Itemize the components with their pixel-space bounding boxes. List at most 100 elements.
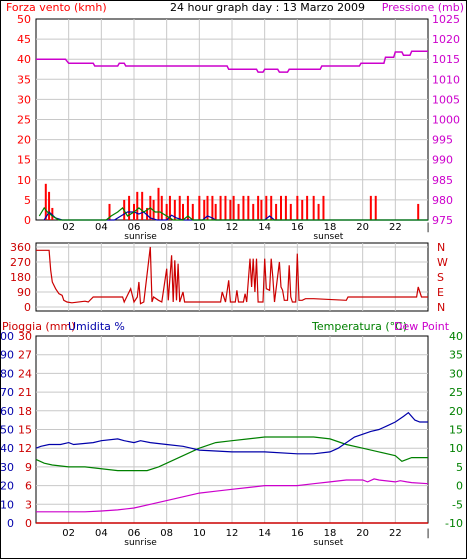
hour-tick-label: 02 (62, 528, 75, 539)
humidity-tick-label: 10 (0, 498, 14, 511)
pressure-line (36, 50, 428, 73)
temperature-tick-label: 10 (449, 442, 463, 455)
hour-tick-label: 16 (291, 222, 304, 233)
temperature-tick-label: -10 (445, 517, 463, 530)
sunrise-label-bottom: sunrise (124, 538, 157, 548)
humidity-tick-label: 90 (0, 349, 14, 362)
hour-tick-label: 12 (226, 222, 239, 233)
temperature-tick-label: 30 (449, 367, 463, 380)
hour-tick-end-mark: | (426, 528, 429, 539)
temperature-tick-label: 40 (449, 330, 463, 343)
rain-tick-label: 21 (18, 386, 32, 399)
hour-tick-label: 20 (356, 528, 369, 539)
pressure-tick-label: 985 (432, 174, 453, 187)
wind-direction-grid (36, 243, 428, 311)
wind-direction-line (36, 246, 428, 305)
wind-secondary-line (38, 206, 428, 221)
hour-tick-label: 04 (95, 222, 108, 233)
rain-tick-label: 27 (18, 349, 32, 362)
wind-tick-label: 45 (17, 33, 31, 46)
pressure-tick-label: 975 (432, 214, 453, 227)
hour-tick-end-mark: | (426, 222, 429, 233)
humidity-axis-ticks: 0 10 20 30 40 50 60 70 80 90 100 (0, 330, 14, 530)
hour-tick-label: 14 (258, 222, 271, 233)
rain-axis-ticks: 0 3 6 9 12 15 18 21 24 27 30 (18, 330, 32, 530)
wind-tick-label: 25 (17, 114, 31, 127)
temperature-tick-label: 0 (456, 480, 463, 493)
direction-degree-ticks: 0 90 180 270 360 (10, 241, 31, 314)
wind-tick-label: 10 (17, 174, 31, 187)
degree-tick-label: 270 (10, 256, 31, 269)
pressure-tick-label: 995 (432, 134, 453, 147)
compass-tick-label: N (437, 241, 445, 254)
hour-tick-label: 18 (324, 222, 337, 233)
hour-tick-label: 20 (356, 222, 369, 233)
compass-tick-label: S (437, 271, 444, 284)
pressure-tick-label: 980 (432, 194, 453, 207)
degree-tick-label: 90 (17, 286, 31, 299)
bottom-panel-hour-ticks: 02 04 06 08 10 12 14 16 18 20 22 | (62, 528, 429, 539)
wind-tick-label: 50 (17, 13, 31, 26)
pressure-tick-label: 1020 (432, 33, 460, 46)
pressure-axis-label: Pressione (mb) (382, 1, 464, 14)
temperature-tick-label: 25 (449, 386, 463, 399)
sunset-label-bottom: sunset (313, 538, 343, 548)
hour-tick-label: 06 (128, 222, 141, 233)
hour-tick-label: 04 (95, 528, 108, 539)
temp-humidity-lines (35, 411, 429, 524)
wind-tick-label: 30 (17, 93, 31, 106)
compass-tick-label: N (437, 301, 445, 314)
rain-tick-label: 18 (18, 405, 32, 418)
humidity-tick-label: 0 (7, 517, 14, 530)
compass-tick-label: E (437, 286, 444, 299)
sunrise-label: sunrise (124, 232, 157, 242)
wind-tick-label: 40 (17, 53, 31, 66)
wind-tick-label: 5 (24, 194, 31, 207)
temperature-tick-label: 35 (449, 349, 463, 362)
hour-tick-label: 18 (324, 528, 337, 539)
pressure-tick-label: 1010 (432, 73, 460, 86)
temperature-tick-label: -5 (452, 498, 463, 511)
pressure-tick-label: 1025 (432, 13, 460, 26)
rain-tick-label: 24 (18, 367, 32, 380)
compass-tick-label: W (437, 256, 448, 269)
rain-tick-label: 0 (25, 517, 32, 530)
hour-tick-label: 02 (62, 222, 75, 233)
rain-axis-label: Pioggia (mm) (2, 320, 75, 333)
hour-tick-label: 08 (160, 222, 173, 233)
pressure-tick-label: 1000 (432, 114, 460, 127)
pressure-tick-label: 990 (432, 154, 453, 167)
humidity-tick-label: 80 (0, 367, 14, 380)
dew-point-axis-label: Dew Point (394, 320, 450, 333)
dew-point-line (36, 478, 429, 513)
humidity-tick-label: 60 (0, 405, 14, 418)
humidity-tick-label: 100 (0, 330, 14, 343)
humidity-tick-label: 70 (0, 386, 14, 399)
hour-tick-label: 22 (389, 528, 402, 539)
humidity-tick-label: 50 (0, 424, 14, 437)
wind-pressure-lines (36, 50, 428, 221)
wind-tick-label: 35 (17, 73, 31, 86)
rain-tick-label: 15 (18, 424, 32, 437)
wind-pressure-grid (36, 19, 428, 220)
temperature-line (35, 436, 428, 472)
temperature-tick-label: 15 (449, 424, 463, 437)
humidity-axis-label: Umidita % (68, 320, 125, 333)
temperature-tick-label: 20 (449, 405, 463, 418)
degree-tick-label: 360 (10, 241, 31, 254)
temperature-axis-label: Temperatura (°C) (311, 320, 407, 333)
top-panel-hour-ticks: 02 04 06 08 10 12 14 16 18 20 22 | (62, 222, 429, 233)
wind-axis-label: Forza vento (kmh) (6, 1, 107, 14)
wind-tick-label: 15 (17, 154, 31, 167)
hour-tick-label: 10 (193, 528, 206, 539)
wind-gust-bars (44, 183, 420, 220)
hour-tick-label: 22 (389, 222, 402, 233)
degree-tick-label: 0 (24, 301, 31, 314)
pressure-axis-ticks: 975 980 985 990 995 1000 1005 1010 1015 1020 1025 (432, 13, 460, 227)
chart-title: 24 hour graph day : 13 Marzo 2009 (170, 1, 365, 14)
sunset-label: sunset (313, 232, 343, 242)
pressure-tick-label: 1005 (432, 93, 460, 106)
